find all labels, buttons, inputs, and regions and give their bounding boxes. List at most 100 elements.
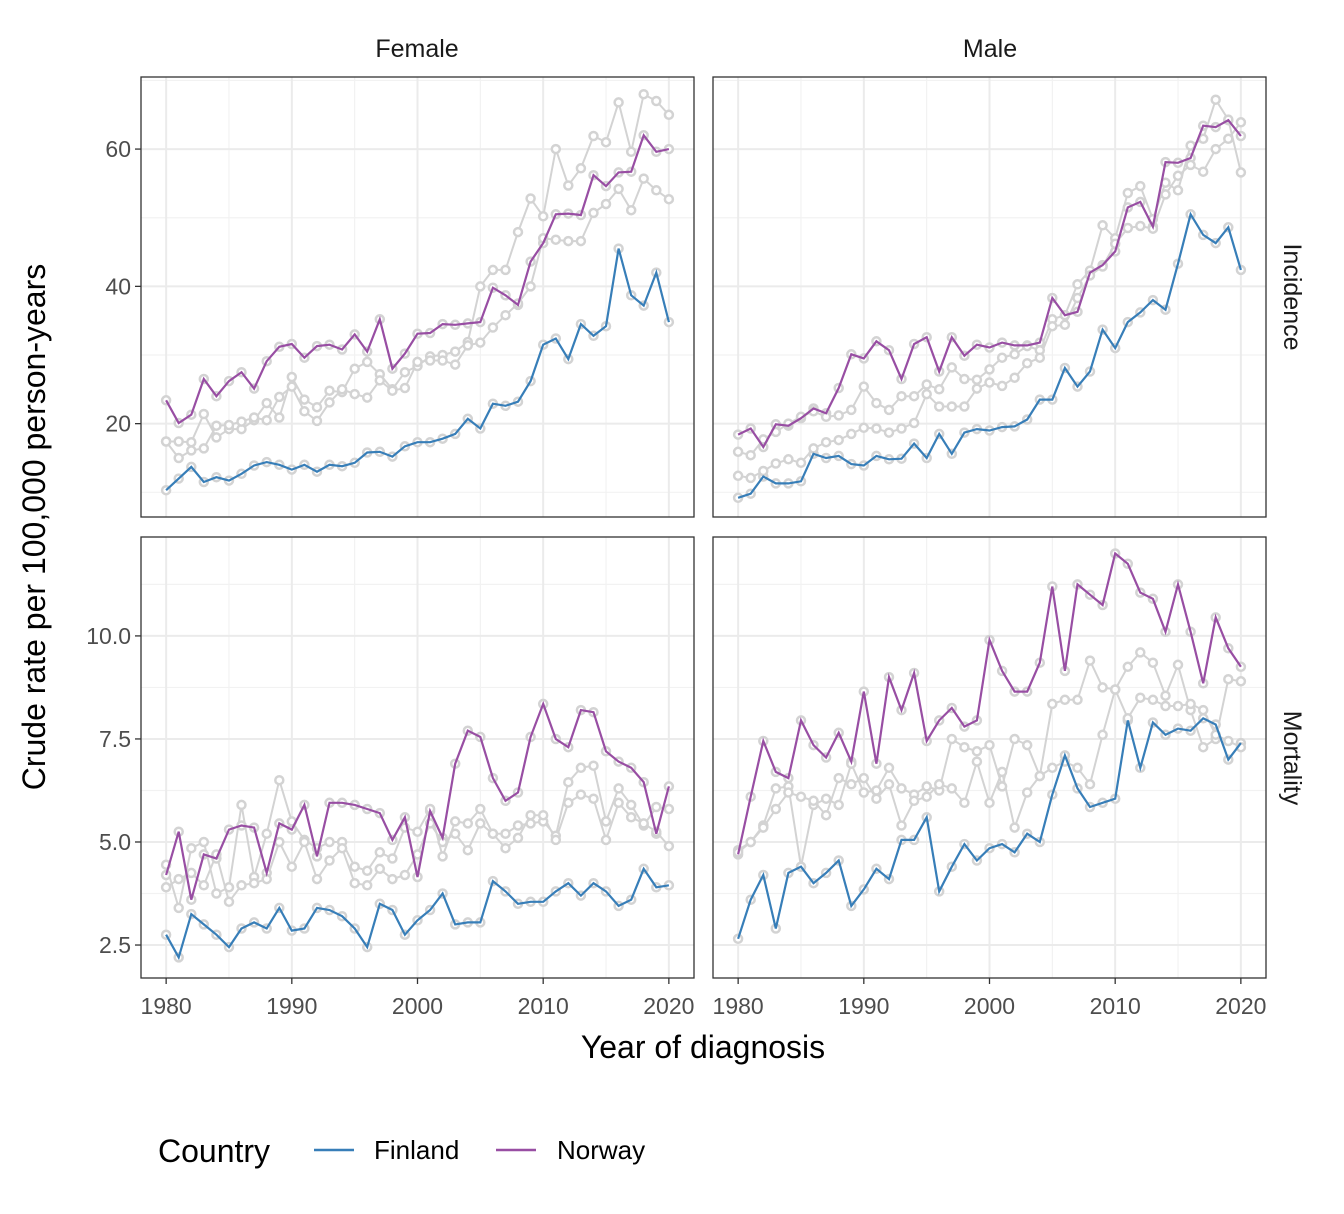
point-other-2-2020 — [663, 803, 675, 815]
point-other-2-2014 — [1160, 690, 1171, 701]
point-other-2-1996 — [933, 384, 945, 395]
point-other-3-2005 — [475, 337, 486, 348]
point-other-3-2013 — [575, 235, 587, 247]
legend-label-finland: Finland — [374, 1135, 459, 1165]
point-other-2-2016 — [613, 783, 624, 794]
point-other-2-2006 — [487, 264, 499, 276]
point-other-3-1986 — [236, 416, 247, 427]
point-other-2-2000 — [984, 739, 995, 751]
point-other-3-2010 — [537, 809, 549, 821]
point-other-3-1989 — [846, 428, 857, 440]
point-other-2-2003 — [1021, 739, 1033, 751]
point-other-2-2017 — [625, 146, 637, 158]
point-other-2-1992 — [883, 762, 895, 774]
point-other-3-2007 — [500, 842, 511, 854]
point-other-3-1997 — [946, 783, 958, 794]
point-other-3-1997 — [374, 375, 386, 386]
point-other-2-2009 — [1097, 220, 1108, 231]
x-tick-label: 2010 — [518, 993, 569, 1019]
point-other-3-1987 — [820, 436, 832, 448]
panel-female-incidence: 20 40 60 — [105, 76, 695, 518]
point-other-2-1981 — [173, 436, 184, 447]
point-other-3-1994 — [908, 795, 920, 807]
point-other-3-2005 — [475, 818, 486, 829]
strip-label-incidence: Incidence — [1278, 243, 1306, 350]
point-other-2-2015 — [1172, 185, 1184, 196]
point-other-2-1983 — [198, 836, 210, 848]
series-line-norway — [737, 118, 1242, 450]
series-line-finland — [737, 211, 1242, 499]
point-other-2-1996 — [361, 865, 373, 877]
point-other-2-2002 — [1009, 733, 1020, 745]
point-other-3-1985 — [223, 896, 235, 908]
point-other-2-2014 — [588, 760, 599, 771]
point-other-2-1980 — [732, 446, 744, 458]
point-other-3-1996 — [933, 779, 945, 790]
point-other-3-2000 — [984, 377, 995, 388]
point-other-2-2008 — [1084, 655, 1096, 666]
point-other-3-1994 — [336, 384, 348, 395]
point-other-3-1986 — [236, 880, 247, 891]
point-other-3-2001 — [424, 355, 436, 366]
point-other-3-1985 — [795, 457, 807, 469]
point-other-3-1981 — [173, 873, 184, 885]
point-other-2-2017 — [625, 799, 637, 811]
point-other-3-2009 — [1097, 729, 1108, 741]
y-tick-label: 2.5 — [99, 932, 131, 958]
point-other-3-2000 — [412, 356, 423, 368]
point-other-3-2017 — [625, 812, 637, 823]
series-line-finland — [165, 866, 670, 961]
point-other-3-2011 — [550, 234, 562, 245]
point-other-2-1989 — [274, 774, 285, 786]
point-other-3-1994 — [336, 842, 348, 854]
point-other-3-2018 — [638, 173, 649, 184]
point-other-3-1984 — [783, 454, 794, 465]
point-other-2-1981 — [745, 449, 756, 461]
point-other-2-1998 — [959, 741, 970, 753]
point-other-2-1989 — [274, 412, 285, 423]
point-other-2-1982 — [186, 436, 197, 448]
point-other-3-1992 — [311, 873, 323, 885]
point-other-3-1993 — [324, 397, 335, 408]
point-other-2-1998 — [959, 373, 970, 385]
point-other-3-2015 — [600, 834, 612, 846]
point-other-3-1996 — [361, 392, 373, 403]
point-other-3-1984 — [783, 787, 794, 798]
point-other-3-2001 — [996, 380, 1008, 392]
point-other-2-2003 — [449, 346, 461, 357]
point-other-3-1987 — [248, 877, 260, 889]
point-other-2-2007 — [1072, 694, 1083, 706]
point-other-2-1991 — [299, 394, 310, 405]
point-other-3-2004 — [1034, 352, 1046, 363]
point-other-3-1998 — [959, 797, 970, 809]
y-axis-title: Crude rate per 100,000 person-years — [16, 264, 52, 791]
point-other-2-2009 — [525, 818, 536, 829]
point-other-2-1997 — [374, 847, 386, 858]
point-other-3-2020 — [663, 193, 675, 205]
point-other-3-2015 — [1172, 170, 1184, 182]
point-other-3-2004 — [462, 844, 474, 856]
point-other-3-1992 — [311, 415, 323, 427]
point-other-3-1985 — [795, 791, 807, 802]
panel-male-mortality: 1980 1990 2000 2010 2020 — [712, 536, 1267, 1019]
point-other-3-2014 — [588, 207, 599, 219]
strip-label-male: Male — [963, 35, 1017, 63]
point-other-2-2010 — [537, 211, 549, 222]
point-other-2-1983 — [198, 408, 210, 420]
point-other-3-2005 — [1047, 762, 1058, 774]
point-other-2-2013 — [1147, 657, 1159, 668]
point-other-3-1993 — [324, 855, 335, 866]
series-line-finland — [165, 248, 670, 492]
point-other-3-2007 — [1072, 762, 1083, 774]
point-other-2-1993 — [324, 836, 335, 848]
point-other-3-1988 — [261, 414, 272, 426]
y-tick-label: 20 — [105, 411, 131, 437]
point-other-2-2007 — [1072, 279, 1083, 290]
point-other-3-2009 — [525, 281, 536, 292]
point-other-3-1995 — [921, 388, 932, 400]
x-axis-title: Year of diagnosis — [581, 1029, 825, 1065]
point-other-3-1995 — [349, 388, 360, 400]
point-other-3-2003 — [449, 828, 461, 839]
point-other-2-1992 — [883, 404, 895, 416]
